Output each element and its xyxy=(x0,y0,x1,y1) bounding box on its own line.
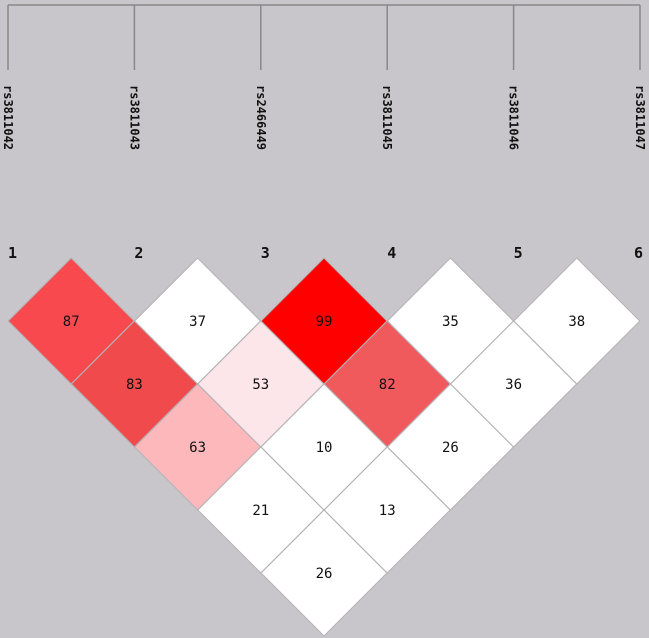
ld-value: 26 xyxy=(316,566,333,582)
ld-value: 87 xyxy=(63,314,80,330)
marker-name: rs2466449 xyxy=(254,85,268,150)
ld-cell xyxy=(260,509,388,637)
ld-value: 63 xyxy=(189,440,206,456)
ld-value: 26 xyxy=(442,440,459,456)
marker-name: rs3811046 xyxy=(507,85,521,150)
ld-value: 36 xyxy=(505,377,522,393)
ld-value: 21 xyxy=(252,503,269,519)
marker-index: 3 xyxy=(261,244,270,262)
ld-value: 38 xyxy=(568,314,585,330)
marker-index: 2 xyxy=(134,244,143,262)
ld-value: 82 xyxy=(379,377,396,393)
ld-value: 99 xyxy=(316,314,333,330)
marker-index: 6 xyxy=(634,244,643,262)
ld-value: 13 xyxy=(379,503,396,519)
ld-value: 35 xyxy=(442,314,459,330)
ld-value: 10 xyxy=(316,440,333,456)
marker-index: 4 xyxy=(387,244,396,262)
marker-name: rs3811047 xyxy=(633,85,647,150)
ld-value: 37 xyxy=(189,314,206,330)
marker-name: rs3811042 xyxy=(1,85,15,150)
marker-name: rs3811045 xyxy=(380,85,394,150)
marker-name: rs3811043 xyxy=(127,85,141,150)
marker-index: 1 xyxy=(8,244,17,262)
ld-value: 83 xyxy=(126,377,143,393)
ld-value: 53 xyxy=(252,377,269,393)
marker-index: 5 xyxy=(514,244,523,262)
